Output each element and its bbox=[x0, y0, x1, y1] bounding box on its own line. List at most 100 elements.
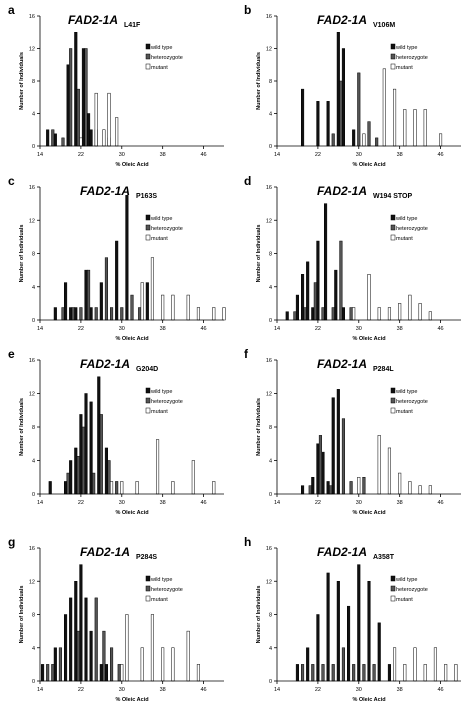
bar-mutant bbox=[120, 664, 124, 682]
bar-heterozygote bbox=[46, 664, 50, 682]
y-tick-label: 12 bbox=[266, 579, 272, 585]
legend-label: wild type bbox=[395, 389, 417, 395]
bar-mutant bbox=[171, 294, 175, 321]
x-tick-label: 38 bbox=[160, 687, 166, 693]
legend-label: heterozygote bbox=[396, 399, 428, 405]
bar-mutant bbox=[433, 647, 437, 682]
bar-heterozygote bbox=[94, 597, 98, 682]
bar-wild-type bbox=[301, 485, 305, 495]
bar-wild-type bbox=[326, 572, 330, 682]
bar-heterozygote bbox=[331, 133, 335, 147]
bar-mutant bbox=[423, 109, 427, 147]
bar-wild-type bbox=[69, 597, 73, 682]
bar-wild-type bbox=[316, 101, 320, 147]
bar-mutant bbox=[408, 481, 412, 495]
x-axis-label: % Oleic Acid bbox=[352, 510, 385, 516]
x-tick-label: 22 bbox=[78, 326, 84, 332]
x-tick-label: 38 bbox=[397, 152, 403, 158]
bar-wild-type bbox=[336, 32, 340, 147]
y-tick-label: 4 bbox=[32, 285, 35, 291]
bar-heterozygote bbox=[110, 307, 114, 321]
y-tick-label: 12 bbox=[29, 392, 35, 398]
legend-label: heterozygote bbox=[151, 399, 183, 405]
panel-letter: e bbox=[8, 347, 15, 361]
panel-letter: h bbox=[244, 535, 251, 549]
legend-swatch-wild-type bbox=[390, 214, 396, 221]
y-tick-label: 4 bbox=[269, 285, 272, 291]
legend-swatch-mutant bbox=[145, 63, 151, 70]
legend-label: wild type bbox=[150, 45, 172, 51]
bar-wild-type bbox=[316, 614, 320, 682]
legend-label: wild type bbox=[150, 577, 172, 583]
bar-wild-type bbox=[89, 401, 93, 495]
bar-wild-type bbox=[84, 393, 88, 495]
bar-wild-type bbox=[347, 605, 351, 682]
legend-label: mutant bbox=[396, 65, 413, 71]
bar-wild-type bbox=[316, 240, 320, 321]
bar-wild-type bbox=[64, 614, 68, 682]
bar-heterozygote bbox=[293, 311, 297, 321]
legend-swatch-heterozygote bbox=[390, 224, 396, 231]
y-tick-label: 4 bbox=[269, 112, 272, 118]
bar-wild-type bbox=[115, 240, 119, 321]
bar-heterozygote bbox=[372, 664, 376, 682]
x-tick-label: 46 bbox=[437, 500, 443, 506]
bar-wild-type bbox=[377, 622, 381, 682]
bar-heterozygote bbox=[352, 664, 356, 682]
bar-wild-type bbox=[326, 101, 330, 147]
bar-heterozygote bbox=[138, 307, 142, 321]
bar-mutant bbox=[222, 307, 226, 321]
x-tick-label: 46 bbox=[200, 326, 206, 332]
bar-mutant bbox=[156, 439, 160, 495]
chart-panel-a: a FAD2-1A L41F 0 4 8 12 16 14 22 30 38 46 % Oleic Aci… bbox=[8, 3, 224, 168]
bar-heterozygote bbox=[339, 240, 343, 321]
panel-title-gene: FAD2-1A bbox=[317, 184, 367, 198]
y-tick-label: 4 bbox=[32, 459, 35, 465]
bar-mutant bbox=[428, 485, 432, 495]
y-tick-label: 16 bbox=[29, 358, 35, 364]
bar-mutant bbox=[454, 664, 458, 682]
bar-heterozygote bbox=[339, 80, 343, 147]
bar-wild-type bbox=[104, 447, 108, 495]
bar-wild-type bbox=[89, 129, 93, 147]
x-axis-label: % Oleic Acid bbox=[352, 336, 385, 342]
bar-heterozygote bbox=[79, 307, 83, 321]
panel-title-gene: FAD2-1A bbox=[80, 184, 130, 198]
legend-swatch-heterozygote bbox=[145, 397, 151, 404]
y-tick-label: 12 bbox=[29, 218, 35, 224]
bar-wild-type bbox=[79, 564, 83, 682]
bar-mutant bbox=[102, 129, 106, 147]
y-tick-label: 12 bbox=[29, 47, 35, 53]
legend-swatch-mutant bbox=[390, 595, 396, 602]
x-tick-label: 14 bbox=[274, 687, 280, 693]
y-tick-label: 12 bbox=[266, 392, 272, 398]
bar-wild-type bbox=[336, 389, 340, 495]
y-axis-label: Number of Individuals bbox=[256, 225, 262, 283]
legend-label: mutant bbox=[396, 409, 413, 415]
y-axis-label: Number of Individuals bbox=[19, 225, 25, 283]
bar-mutant bbox=[413, 647, 417, 682]
x-tick-label: 22 bbox=[315, 152, 321, 158]
x-tick-label: 14 bbox=[274, 152, 280, 158]
bar-mutant bbox=[186, 630, 190, 682]
bar-wild-type bbox=[99, 664, 103, 682]
bar-wild-type bbox=[74, 32, 78, 147]
chart-panel-g: g FAD2-1A P284S 0 4 8 12 16 14 22 30 38 46 % Oleic Ac… bbox=[8, 535, 224, 703]
legend-label: heterozygote bbox=[396, 226, 428, 232]
x-tick-label: 30 bbox=[356, 687, 362, 693]
bar-mutant bbox=[115, 117, 119, 147]
bar-heterozygote bbox=[331, 307, 335, 321]
y-tick-label: 8 bbox=[269, 425, 272, 431]
bar-mutant bbox=[413, 109, 417, 147]
panel-letter: c bbox=[8, 174, 15, 188]
legend-label: heterozygote bbox=[396, 587, 428, 593]
panel-title-mutation: G204D bbox=[136, 366, 158, 373]
bar-heterozygote bbox=[130, 294, 134, 321]
chart-panel-f: f FAD2-1A P284L 0 4 8 12 16 14 22 30 38 46 % Oleic Ac… bbox=[244, 347, 461, 516]
bar-heterozygote bbox=[362, 664, 366, 682]
bar-wild-type bbox=[311, 477, 315, 495]
panel-title-gene: FAD2-1A bbox=[80, 545, 130, 559]
bar-mutant bbox=[191, 460, 195, 495]
bar-mutant bbox=[79, 137, 83, 147]
